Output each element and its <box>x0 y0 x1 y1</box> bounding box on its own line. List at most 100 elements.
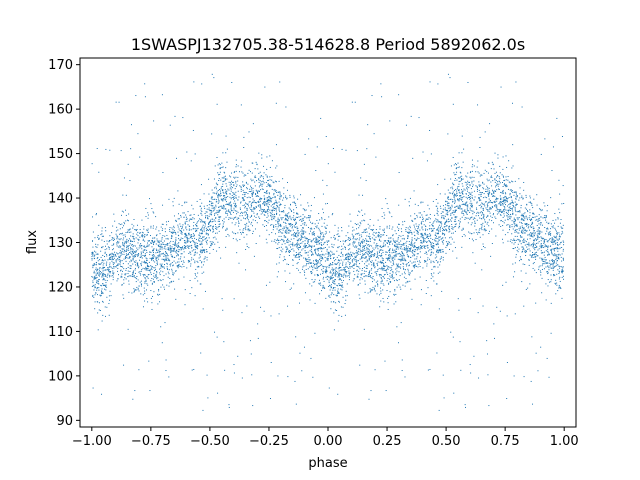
data-point <box>108 270 110 272</box>
data-point <box>421 232 423 234</box>
data-point <box>136 275 138 277</box>
data-point <box>406 265 408 267</box>
data-point <box>270 215 272 217</box>
data-point <box>280 229 282 231</box>
data-point <box>132 271 134 273</box>
data-point <box>479 185 481 187</box>
data-point <box>122 248 124 250</box>
data-point <box>368 241 370 243</box>
data-point <box>521 251 523 253</box>
data-point <box>140 251 142 253</box>
data-point <box>414 251 416 253</box>
data-point <box>98 275 100 277</box>
data-point <box>183 239 185 241</box>
data-point <box>244 214 246 216</box>
data-point <box>130 148 132 150</box>
data-point <box>561 253 563 255</box>
data-point <box>543 254 545 256</box>
data-point <box>512 228 514 230</box>
data-point <box>323 287 325 289</box>
data-point <box>431 228 432 230</box>
data-point <box>549 231 551 233</box>
data-point <box>229 211 231 213</box>
data-point <box>281 243 283 245</box>
data-point <box>283 256 285 258</box>
data-point <box>338 272 340 274</box>
data-point <box>216 103 218 105</box>
data-point <box>177 255 179 257</box>
data-point <box>412 220 414 222</box>
data-point <box>160 240 162 242</box>
data-point <box>552 242 554 244</box>
data-point <box>155 216 157 218</box>
data-point <box>166 243 168 245</box>
data-point <box>370 269 372 271</box>
data-point <box>288 251 290 253</box>
data-point <box>479 147 481 148</box>
data-point <box>513 238 515 240</box>
data-point <box>412 245 414 247</box>
data-point <box>525 196 527 198</box>
data-point <box>369 270 371 272</box>
data-point <box>190 234 192 236</box>
data-point <box>512 144 514 146</box>
data-point <box>203 193 205 195</box>
data-point <box>454 194 456 196</box>
data-point <box>530 202 532 204</box>
data-point <box>217 214 219 216</box>
data-point <box>333 329 335 331</box>
data-point <box>94 272 96 274</box>
data-point <box>196 266 198 268</box>
data-point <box>140 263 142 265</box>
data-point <box>337 393 339 395</box>
data-point <box>446 212 448 214</box>
data-point <box>271 211 273 213</box>
data-point <box>402 266 404 268</box>
data-point <box>216 201 218 203</box>
data-point <box>246 197 248 199</box>
data-point <box>211 207 213 209</box>
data-point <box>461 189 463 191</box>
data-point <box>134 252 136 254</box>
data-point <box>214 208 216 210</box>
data-point <box>100 294 102 296</box>
data-point <box>193 228 195 230</box>
data-point <box>134 390 136 392</box>
data-point <box>557 250 559 252</box>
data-point <box>195 230 197 232</box>
data-point <box>363 266 365 268</box>
data-point <box>127 220 129 222</box>
data-point <box>230 176 232 178</box>
data-point <box>469 192 471 194</box>
data-point <box>481 214 483 216</box>
data-point <box>437 214 439 216</box>
data-point <box>435 254 437 256</box>
data-point <box>133 261 135 263</box>
data-point <box>230 208 232 210</box>
data-point <box>269 209 271 211</box>
data-point <box>428 217 430 219</box>
data-point <box>95 243 97 245</box>
data-point <box>265 284 267 286</box>
data-point <box>277 248 279 250</box>
data-point <box>545 246 547 248</box>
data-point <box>260 205 262 207</box>
data-point <box>338 300 340 302</box>
data-point <box>382 251 384 253</box>
data-point <box>231 231 233 233</box>
data-point <box>268 192 270 194</box>
data-point <box>143 287 145 289</box>
data-point <box>125 242 127 244</box>
data-point <box>534 239 536 241</box>
data-point <box>183 216 185 218</box>
data-point <box>525 216 527 218</box>
data-point <box>276 205 278 207</box>
data-point <box>164 258 166 260</box>
data-point <box>130 231 132 233</box>
data-point <box>416 232 418 234</box>
data-point <box>410 215 412 217</box>
data-point <box>184 246 186 248</box>
data-point <box>218 209 220 211</box>
data-point <box>274 239 276 241</box>
data-point <box>212 243 214 245</box>
